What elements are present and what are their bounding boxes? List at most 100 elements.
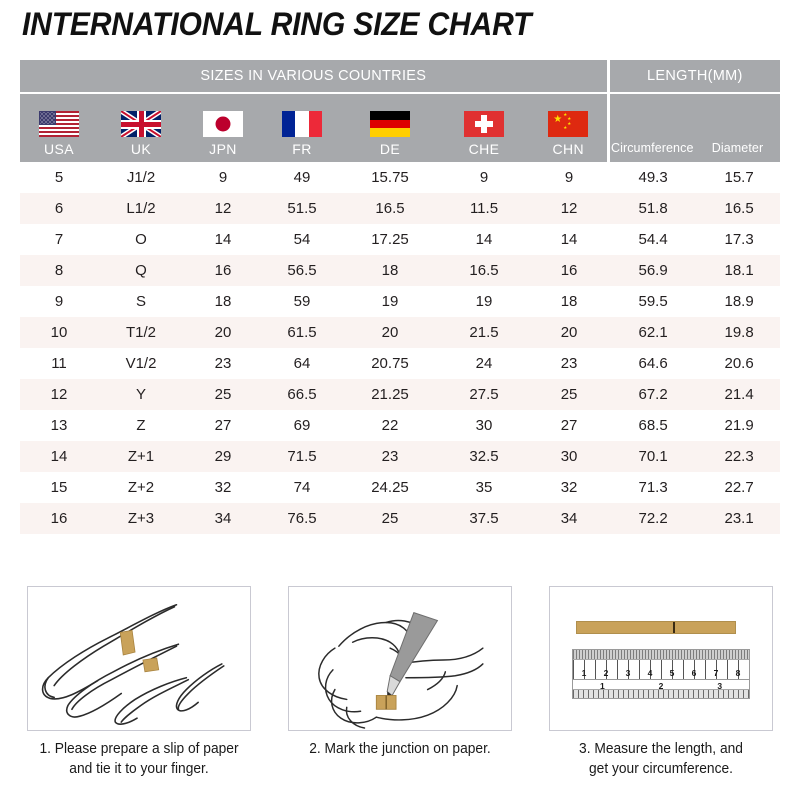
column-label-chn: CHN bbox=[552, 141, 585, 157]
table-cell: 56.5 bbox=[262, 255, 342, 286]
table-cell: O bbox=[98, 224, 184, 255]
step-1-caption-line2: and tie it to your finger. bbox=[69, 760, 209, 777]
table-cell: 27.5 bbox=[438, 379, 530, 410]
column-label-che: CHE bbox=[468, 141, 500, 157]
table-cell: 23.1 bbox=[698, 503, 781, 534]
group-header-length: LENGTH(MM) bbox=[608, 60, 781, 93]
table-cell: 12 bbox=[530, 193, 609, 224]
step-2-illustration bbox=[288, 586, 512, 731]
ruler-inch-tick: 3 bbox=[717, 680, 723, 691]
hand-with-paper-strip-illustration bbox=[41, 603, 225, 725]
table-cell: 19.8 bbox=[698, 317, 781, 348]
table-cell: 18.9 bbox=[698, 286, 781, 317]
column-label-jpn: JPN bbox=[209, 141, 237, 157]
table-cell: Y bbox=[98, 379, 184, 410]
instruction-step-3: 1 2 3 4 5 6 7 8 1 2 3 3. Measure the length, and … bbox=[542, 586, 780, 779]
table-cell: 5 bbox=[20, 162, 98, 193]
flag-china-icon: ★ ★ ★ ★ ★ bbox=[548, 111, 589, 137]
table-cell: L1/2 bbox=[98, 193, 184, 224]
column-header-che: CHE bbox=[438, 92, 530, 162]
ruler-cm-tick: 3 bbox=[625, 667, 631, 678]
ruler-cm-tick: 8 bbox=[735, 667, 741, 678]
table-cell: 16.5 bbox=[342, 193, 438, 224]
table-cell: 29 bbox=[184, 441, 262, 472]
table-cell: 23 bbox=[342, 441, 438, 472]
table-cell: 54.4 bbox=[608, 224, 699, 255]
column-label-de: DE bbox=[379, 141, 401, 157]
table-cell: 32.5 bbox=[438, 441, 530, 472]
group-header-sizes: SIZES IN VARIOUS COUNTRIES bbox=[20, 60, 610, 93]
table-cell: 74 bbox=[262, 472, 342, 503]
table-cell: 27 bbox=[184, 410, 262, 441]
step-2-caption-line1: 2. Mark the junction on paper. bbox=[309, 741, 491, 757]
table-row: 10 T1/2 20 61.5 20 21.5 20 62.1 19.8 bbox=[20, 317, 781, 348]
table-row: 14 Z+1 29 71.5 23 32.5 30 70.1 22.3 bbox=[20, 441, 781, 472]
table-cell: 12 bbox=[20, 379, 98, 410]
table-cell: 25 bbox=[530, 379, 609, 410]
table-cell: 11.5 bbox=[438, 193, 530, 224]
column-label-diameter: Diameter bbox=[711, 141, 764, 155]
table-cell: 8 bbox=[20, 255, 98, 286]
instruction-step-1: 1. Please prepare a slip of paper and ti… bbox=[20, 586, 258, 779]
flag-uk-icon bbox=[121, 111, 161, 137]
table-cell: 14 bbox=[20, 441, 98, 472]
table-cell: 13 bbox=[20, 410, 98, 441]
column-header-usa: USA bbox=[20, 92, 98, 162]
table-cell: 14 bbox=[438, 224, 530, 255]
measuring-instructions: 1. Please prepare a slip of paper and ti… bbox=[20, 586, 780, 779]
table-cell: 71.5 bbox=[262, 441, 342, 472]
table-cell: S bbox=[98, 286, 184, 317]
page-title: INTERNATIONAL RING SIZE CHART bbox=[22, 6, 532, 42]
table-cell: Z+2 bbox=[98, 472, 184, 503]
table-cell: 20 bbox=[342, 317, 438, 348]
table-cell: 19 bbox=[438, 286, 530, 317]
table-cell: 51.5 bbox=[262, 193, 342, 224]
size-chart-table-container: SIZES IN VARIOUS COUNTRIES LENGTH(MM) US… bbox=[20, 60, 781, 534]
table-cell: 49.3 bbox=[608, 162, 699, 193]
table-cell: 14 bbox=[184, 224, 262, 255]
table-cell: 18.1 bbox=[698, 255, 781, 286]
table-cell: 76.5 bbox=[262, 503, 342, 534]
ruler-cm-tick: 4 bbox=[647, 667, 653, 678]
ruler-cm-scale: 1 2 3 4 5 6 7 8 bbox=[573, 660, 749, 680]
table-cell: 62.1 bbox=[608, 317, 699, 348]
table-cell: 32 bbox=[184, 472, 262, 503]
table-cell: 35 bbox=[438, 472, 530, 503]
table-cell: 9 bbox=[20, 286, 98, 317]
table-cell: 24.25 bbox=[342, 472, 438, 503]
table-cell: 23 bbox=[530, 348, 609, 379]
table-body: 5 J1/2 9 49 15.75 9 9 49.3 15.7 6 L1/2 12 51.5 16.5 11… bbox=[20, 162, 781, 534]
table-cell: 30 bbox=[438, 410, 530, 441]
table-cell: 37.5 bbox=[438, 503, 530, 534]
table-cell: 16.5 bbox=[438, 255, 530, 286]
column-header-uk: UK bbox=[98, 92, 184, 162]
table-cell: 20.6 bbox=[698, 348, 781, 379]
table-cell: 27 bbox=[530, 410, 609, 441]
flag-germany-icon bbox=[370, 111, 410, 137]
column-label-uk: UK bbox=[130, 141, 152, 157]
ruler-cm-tick: 2 bbox=[603, 667, 609, 678]
table-row: 8 Q 16 56.5 18 16.5 16 56.9 18.1 bbox=[20, 255, 781, 286]
table-cell: Q bbox=[98, 255, 184, 286]
table-cell: 20 bbox=[530, 317, 609, 348]
ruler-cm-tick: 1 bbox=[581, 667, 587, 678]
table-cell: 16 bbox=[530, 255, 609, 286]
table-cell: 49 bbox=[262, 162, 342, 193]
ruler-top-ticks bbox=[573, 650, 749, 660]
step-1-caption: 1. Please prepare a slip of paper and ti… bbox=[26, 740, 252, 779]
table-cell: 51.8 bbox=[608, 193, 699, 224]
table-cell: 9 bbox=[530, 162, 609, 193]
paper-strip-icon bbox=[576, 621, 736, 634]
ruler-cm-tick: 7 bbox=[713, 667, 719, 678]
table-row: 12 Y 25 66.5 21.25 27.5 25 67.2 21.4 bbox=[20, 379, 781, 410]
instruction-step-2: 2. Mark the junction on paper. bbox=[281, 586, 519, 779]
ruler-inch-tick: 2 bbox=[658, 680, 664, 691]
table-row: 5 J1/2 9 49 15.75 9 9 49.3 15.7 bbox=[20, 162, 781, 193]
ring-size-table: SIZES IN VARIOUS COUNTRIES LENGTH(MM) US… bbox=[20, 60, 781, 534]
column-header-length-subs: Circumference Diameter bbox=[606, 92, 781, 162]
step-3-caption: 3. Measure the length, and get your circ… bbox=[548, 740, 774, 779]
table-cell: 66.5 bbox=[262, 379, 342, 410]
table-cell: 15 bbox=[20, 472, 98, 503]
table-cell: 6 bbox=[20, 193, 98, 224]
column-header-de: DE bbox=[342, 92, 438, 162]
